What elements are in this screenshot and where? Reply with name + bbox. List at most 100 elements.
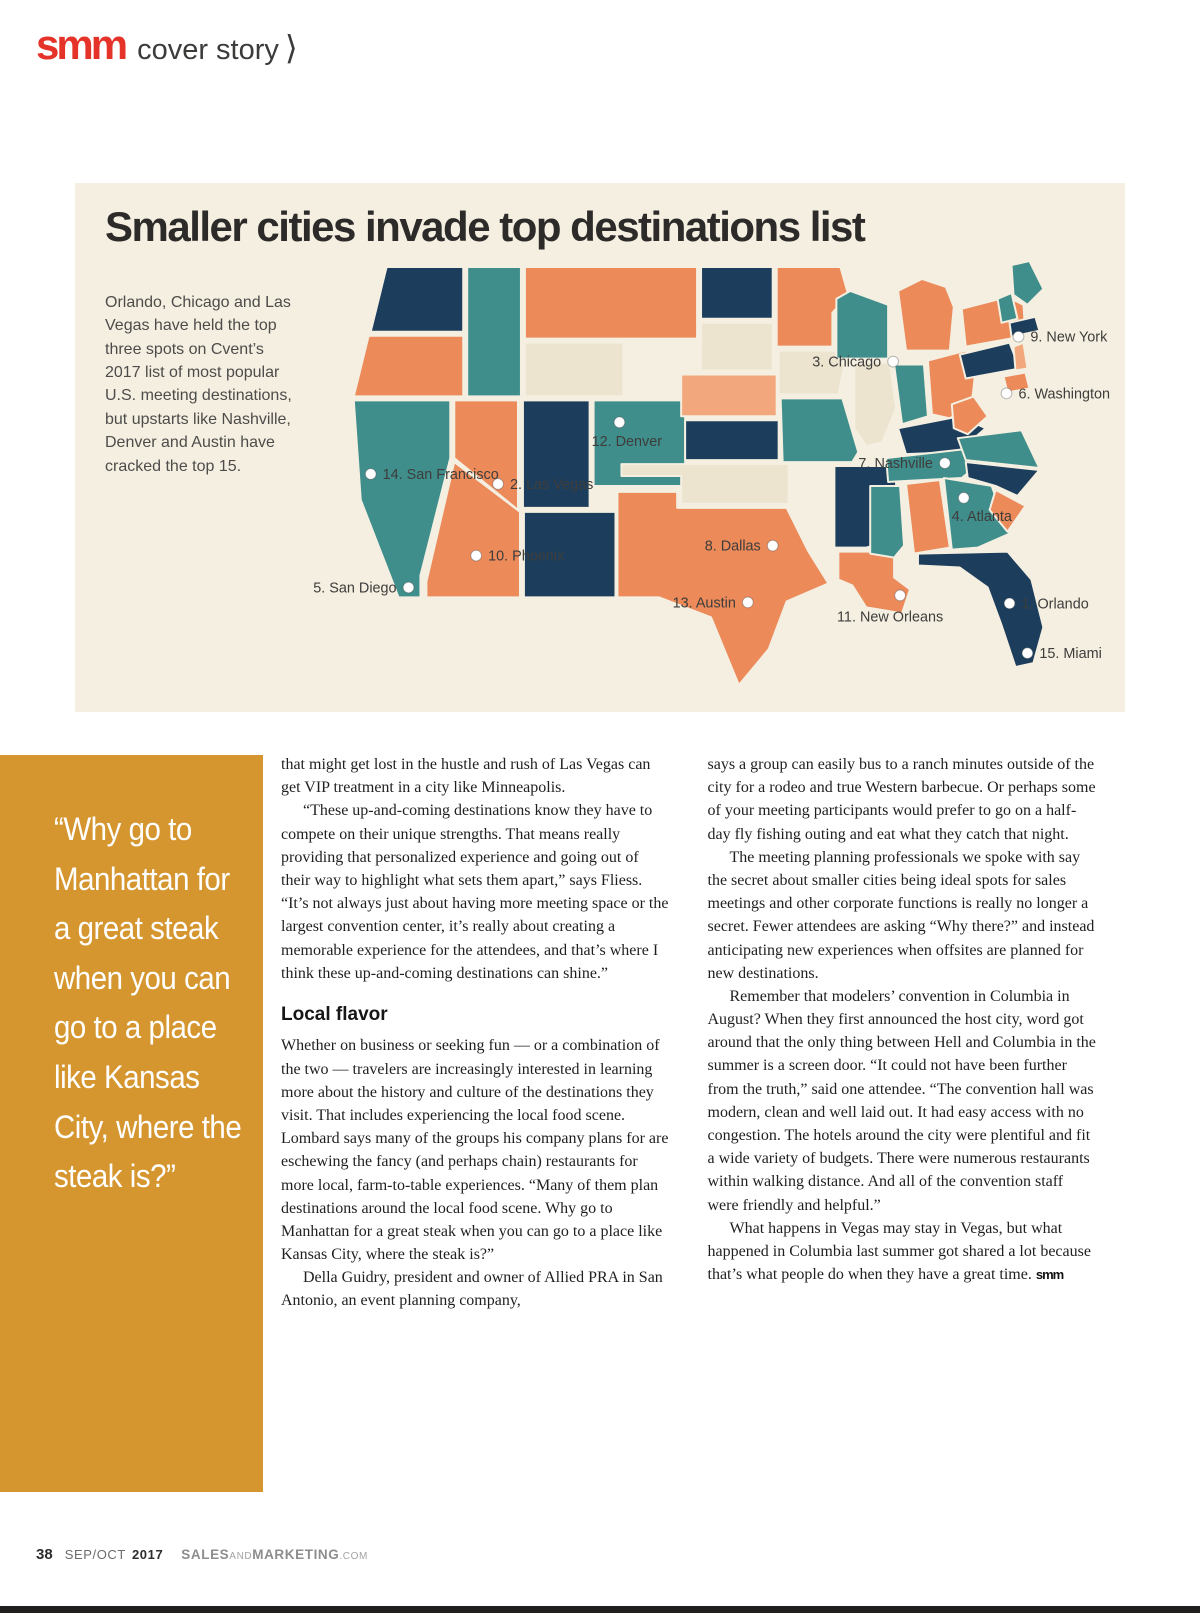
map-marker-san-francisco: 14. San Francisco xyxy=(364,467,499,483)
site-sales: SALES xyxy=(181,1547,230,1562)
us-map: 1. Orlando 2. Las Vegas 3. Chicago 4. Atlan… xyxy=(313,260,1110,686)
city-label-las-vegas: 2. Las Vegas xyxy=(510,477,593,493)
site-marketing: MARKETING xyxy=(252,1547,340,1562)
city-dot-miami xyxy=(1021,647,1034,659)
city-label-phoenix: 10. Phoenix xyxy=(488,549,565,565)
smm-end-slug: smm xyxy=(1035,1267,1064,1283)
map-marker-atlanta: 4. Atlanta xyxy=(952,492,1013,525)
state-louisiana xyxy=(837,550,912,615)
state-nebraska xyxy=(680,373,778,418)
state-mississippi xyxy=(869,484,906,559)
city-dot-phoenix xyxy=(470,549,483,562)
pull-quote-text: “Why go to Manhattan for a great steak w… xyxy=(54,811,242,1195)
city-label-miami: 15. Miami xyxy=(1039,646,1101,662)
state-south-carolina xyxy=(988,488,1027,533)
city-label-new-york: 9. New York xyxy=(1030,330,1108,346)
map-marker-new-york: 9. New York xyxy=(1012,330,1108,346)
issue-year: 2017 xyxy=(131,1547,164,1562)
state-vermont-new-hampshire xyxy=(996,291,1019,324)
map-marker-dallas: 8. Dallas xyxy=(705,539,779,555)
city-dot-denver xyxy=(613,416,626,429)
map-marker-phoenix: 10. Phoenix xyxy=(470,549,565,565)
map-marker-orlando: 1. Orlando xyxy=(1003,596,1089,612)
city-dot-atlanta xyxy=(957,492,970,504)
article-col-2: says a group can easily bus to a ranch m… xyxy=(708,753,1098,1313)
city-dot-san-diego xyxy=(402,581,415,594)
state-south-dakota xyxy=(700,321,774,372)
state-iowa xyxy=(777,349,846,396)
map-marker-denver: 12. Denver xyxy=(592,416,663,450)
site-tld: .COM xyxy=(339,1551,368,1562)
page-number: 38 xyxy=(36,1546,53,1563)
article-paragraph: The meeting planning professionals we sp… xyxy=(707,848,1095,982)
state-pennsylvania xyxy=(958,341,1021,380)
article-subhead: Local flavor xyxy=(281,1003,388,1025)
city-label-chicago: 3. Chicago xyxy=(812,355,881,371)
city-label-denver: 12. Denver xyxy=(592,434,663,450)
city-label-san-diego: 5. San Diego xyxy=(313,580,396,596)
state-arizona xyxy=(425,461,521,599)
state-oklahoma xyxy=(620,463,790,505)
article-paragraph: says a group can easily bus to a ranch m… xyxy=(707,756,1096,843)
article-paragraph: Whether on business or seeking fun — or … xyxy=(281,1037,669,1264)
masthead: smm cover story ⟩ xyxy=(36,24,298,67)
state-minnesota xyxy=(775,266,850,348)
map-marker-miami: 15. Miami xyxy=(1021,646,1102,662)
city-label-orlando: 1. Orlando xyxy=(1021,596,1088,612)
map-marker-austin: 13. Austin xyxy=(673,595,754,611)
state-texas xyxy=(616,490,830,686)
map-marker-las-vegas: 2. Las Vegas xyxy=(492,477,593,493)
article-paragraph: Remember that modelers’ convention in Co… xyxy=(707,987,1096,1214)
state-montana xyxy=(523,266,699,340)
map-markers-layer: 1. Orlando 2. Las Vegas 3. Chicago 4. Atlan… xyxy=(313,330,1110,662)
city-dot-nashville xyxy=(938,457,951,469)
map-states-layer xyxy=(352,260,1045,686)
page-edge-bar xyxy=(0,1606,1200,1613)
state-wyoming xyxy=(523,341,625,398)
city-dot-washington xyxy=(1000,387,1013,400)
city-label-san-francisco: 14. San Francisco xyxy=(383,467,499,483)
feature-title: Smaller cities invade top destinations l… xyxy=(105,203,866,250)
feature-box: Smaller cities invade top destinations l… xyxy=(75,183,1125,712)
map-marker-san-diego: 5. San Diego xyxy=(313,580,415,596)
city-label-austin: 13. Austin xyxy=(673,595,736,611)
article-paragraph: that might get lost in the hustle and ru… xyxy=(281,756,651,797)
city-label-dallas: 8. Dallas xyxy=(705,539,761,555)
map-marker-washington: 6. Washington xyxy=(1000,386,1110,402)
city-dot-new-orleans xyxy=(894,589,906,602)
article-paragraph: Della Guidry, president and owner of All… xyxy=(281,1269,663,1310)
state-north-carolina xyxy=(964,461,1041,497)
site-and: AND xyxy=(229,1551,253,1562)
page-footer: 38 SEP/OCT 2017 SALESANDMARKETING.COM xyxy=(36,1546,368,1563)
article-columns: that might get lost in the hustle and ru… xyxy=(281,753,1097,1313)
city-dot-austin xyxy=(741,596,754,609)
state-maine xyxy=(1010,260,1045,306)
state-utah xyxy=(521,399,591,509)
state-michigan xyxy=(897,277,955,352)
city-dot-san-francisco xyxy=(364,468,377,480)
article-paragraph: What happens in Vegas may stay in Vegas,… xyxy=(707,1219,1091,1284)
state-new-jersey xyxy=(1012,341,1029,372)
state-north-dakota xyxy=(700,266,774,320)
state-idaho xyxy=(466,266,522,398)
bracket-glyph: ⟩ xyxy=(284,29,298,66)
city-label-atlanta: 4. Atlanta xyxy=(952,509,1013,525)
issue-label: SEP/OCT xyxy=(64,1547,126,1562)
state-missouri xyxy=(779,397,860,464)
smm-logo: smm xyxy=(36,21,128,68)
map-marker-chicago: 3. Chicago xyxy=(812,355,899,371)
state-west-virginia xyxy=(950,395,989,436)
map-marker-nashville: 7. Nashville xyxy=(858,456,951,472)
city-label-washington: 6. Washington xyxy=(1018,386,1110,402)
state-washington xyxy=(369,266,465,333)
city-dot-las-vegas xyxy=(492,478,504,490)
city-dot-new-york xyxy=(1012,330,1025,343)
article-paragraph: “These up-and-coming destinations know t… xyxy=(281,802,669,982)
section-title: cover story xyxy=(137,34,279,66)
state-maryland-delaware xyxy=(1002,371,1031,394)
map-marker-new-orleans: 11. New Orleans xyxy=(837,589,943,625)
state-kansas xyxy=(684,419,780,462)
site-url: SALESANDMARKETING.COM xyxy=(181,1547,368,1562)
city-dot-chicago xyxy=(887,355,899,368)
